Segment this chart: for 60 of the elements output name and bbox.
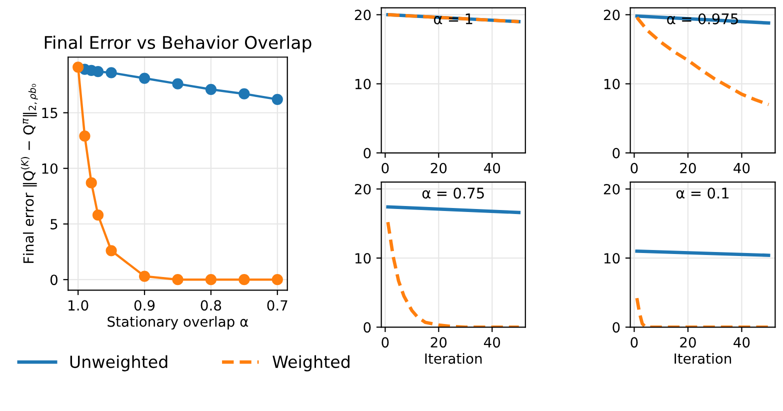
y-tick-label: 10 — [355, 253, 371, 264]
point — [205, 274, 217, 286]
x-tick-label: 1.0 — [68, 300, 88, 311]
legend-label: Weighted — [272, 355, 350, 372]
line-series — [386, 220, 521, 328]
y-tick-label: 0 — [364, 148, 371, 158]
y-axis-title: Final error ‖Q$^{(K)}$ − Q$^{π}$‖$_{2,ρb₀}$ — [20, 84, 38, 263]
point — [106, 245, 117, 256]
y-tick-label: 0 — [364, 322, 371, 333]
x-tick-label: 40 — [484, 337, 500, 348]
y-tick-label: 20 — [354, 184, 371, 194]
point — [86, 177, 97, 188]
x-tick-label: 0 — [630, 337, 638, 348]
point — [272, 274, 283, 286]
x-tick-label: 40 — [734, 337, 750, 348]
point — [172, 274, 184, 286]
point — [238, 88, 250, 100]
x-axis-title: Stationary overlap α — [108, 316, 248, 330]
chart-title: α = 0.75 — [422, 188, 484, 199]
x-axis-title: Iteration — [425, 353, 482, 364]
x-tick-label: 20 — [680, 337, 696, 348]
y-tick-label: 15 — [42, 108, 58, 118]
x-tick-label: 0.9 — [134, 300, 155, 311]
x-tick-label: 20 — [430, 337, 447, 348]
point — [79, 130, 90, 142]
x-tick-label: 0 — [382, 337, 389, 348]
y-tick-label: 20 — [604, 10, 620, 20]
y-tick-label: 5 — [50, 219, 58, 230]
point — [72, 62, 84, 73]
point — [92, 66, 104, 78]
y-tick-label: 20 — [604, 184, 620, 194]
x-tick-label: 0.7 — [267, 300, 288, 311]
x-tick-label: 20 — [680, 162, 696, 174]
y-tick-label: 10 — [355, 78, 371, 90]
y-tick-label: 0 — [612, 148, 620, 158]
y-tick-label: 0 — [50, 274, 58, 286]
y-tick-label: 20 — [354, 10, 371, 20]
x-axis-title: Iteration — [674, 353, 732, 364]
point — [106, 67, 117, 78]
legend-label: Unweighted — [70, 355, 168, 372]
x-tick-label: 40 — [484, 162, 500, 174]
chart-title: α = 0.1 — [676, 188, 729, 199]
x-tick-label: 40 — [734, 162, 750, 174]
point — [138, 72, 150, 84]
point — [92, 210, 104, 221]
point — [238, 274, 250, 286]
y-tick-label: 10 — [604, 253, 620, 264]
line-series — [635, 296, 770, 328]
chart-title: Final Error vs Behavior Overlap — [44, 36, 312, 52]
point — [172, 78, 184, 90]
y-tick-label: 10 — [604, 78, 620, 90]
point — [272, 94, 283, 105]
y-tick-label: 0 — [612, 322, 620, 333]
point — [205, 84, 217, 95]
point — [138, 270, 150, 282]
x-tick-label: 0 — [630, 162, 638, 174]
x-tick-label: 0 — [382, 162, 389, 174]
x-tick-label: 0.8 — [200, 300, 222, 311]
y-tick-label: 10 — [42, 163, 58, 174]
x-tick-label: 20 — [430, 162, 447, 174]
